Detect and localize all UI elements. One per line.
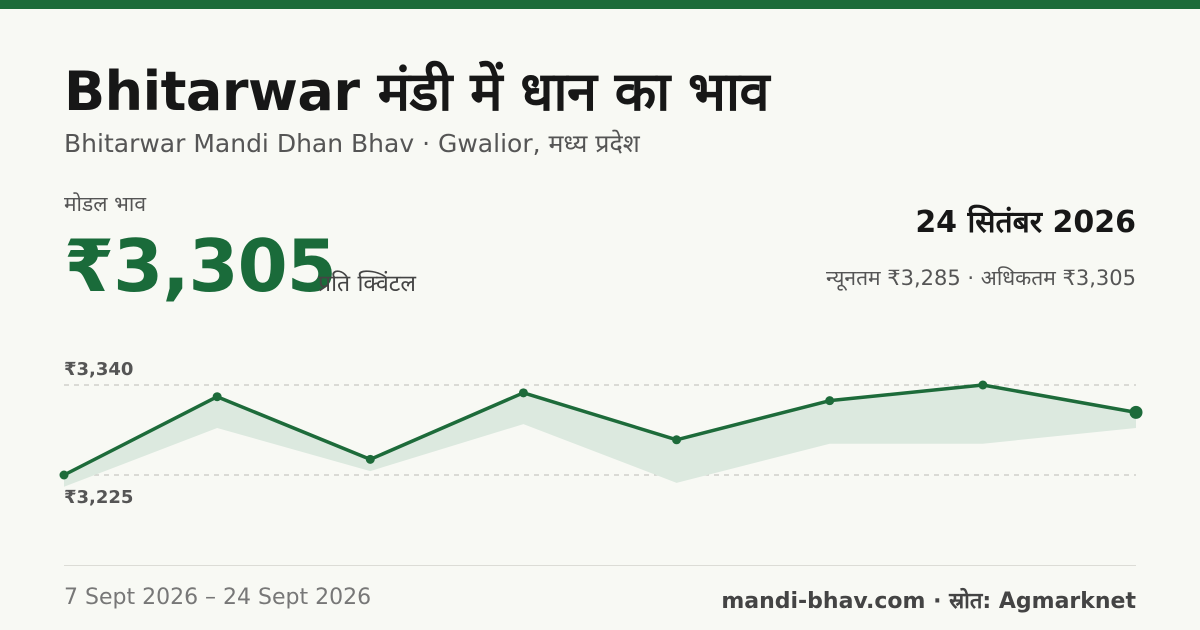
data-point	[1129, 405, 1143, 419]
data-point	[672, 435, 682, 445]
data-point	[518, 388, 528, 398]
footer-date-range: 7 Sept 2026 – 24 Sept 2026	[64, 585, 372, 610]
data-point	[365, 454, 375, 464]
price-line-chart: ₹3,340 ₹3,225	[59, 359, 1143, 508]
top-accent-bar	[0, 0, 1200, 9]
min-price-band	[64, 385, 1136, 487]
footer-divider	[64, 565, 1136, 566]
y-tick-label-max: ₹3,340	[64, 359, 133, 380]
min-max-range: न्यूनतम ₹3,285 · अधिकतम ₹3,305	[826, 266, 1136, 290]
footer-source: mandi-bhav.com · स्रोत: Agmarknet	[721, 589, 1136, 614]
data-point	[212, 392, 222, 402]
modal-price-label: मोडल भाव	[64, 192, 147, 216]
modal-price-line	[63, 383, 1137, 477]
price-date: 24 सितंबर 2026	[915, 205, 1136, 240]
modal-price-value: ₹3,305	[64, 224, 337, 308]
y-tick-label-min: ₹3,225	[64, 487, 133, 508]
data-point	[825, 396, 835, 406]
data-point	[978, 380, 988, 390]
data-points	[59, 380, 1143, 480]
price-unit: प्रति क्विंटल	[318, 271, 416, 297]
page-title: Bhitarwar मंडी में धान का भाव	[64, 60, 770, 123]
data-point	[59, 470, 69, 480]
page-subtitle: Bhitarwar Mandi Dhan Bhav · Gwalior, मध्…	[64, 129, 640, 158]
